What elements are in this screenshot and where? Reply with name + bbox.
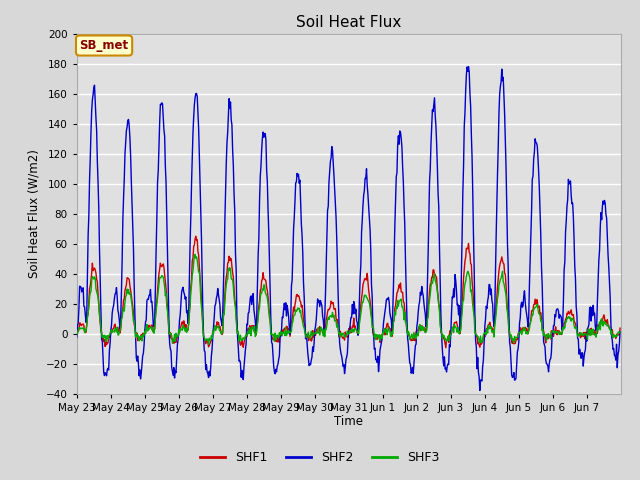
SHF2: [284, 307, 292, 313]
SHF3: [73, 329, 81, 335]
SHF1: [405, 333, 413, 338]
SHF3: [616, 329, 624, 335]
SHF3: [137, 334, 145, 339]
SHF2: [435, 204, 443, 209]
SHF2: [616, 329, 624, 335]
SHF2: [465, 64, 472, 70]
Title: Soil Heat Flux: Soil Heat Flux: [296, 15, 401, 30]
SHF3: [436, 323, 444, 328]
SHF1: [264, 294, 272, 300]
SHF2: [137, 376, 145, 382]
SHF2: [404, 341, 412, 347]
SHF1: [616, 325, 624, 331]
SHF3: [205, 341, 212, 347]
SHF1: [137, 336, 145, 342]
SHF1: [442, 345, 450, 351]
SHF3: [406, 337, 413, 343]
SHF3: [285, 329, 293, 335]
SHF2: [237, 360, 244, 366]
SHF1: [285, 326, 292, 332]
SHF1: [436, 304, 444, 310]
SHF2: [264, 179, 271, 185]
Line: SHF2: SHF2: [77, 67, 620, 390]
SHF1: [237, 342, 245, 348]
SHF2: [73, 334, 81, 340]
Legend: SHF1, SHF2, SHF3: SHF1, SHF2, SHF3: [195, 446, 445, 469]
Y-axis label: Soil Heat Flux (W/m2): Soil Heat Flux (W/m2): [28, 149, 40, 278]
SHF1: [73, 331, 81, 337]
SHF3: [238, 338, 246, 344]
SHF3: [191, 252, 199, 257]
SHF3: [265, 309, 273, 315]
Line: SHF1: SHF1: [77, 236, 620, 348]
SHF1: [192, 233, 200, 239]
SHF2: [476, 387, 484, 393]
Line: SHF3: SHF3: [77, 254, 620, 344]
X-axis label: Time: Time: [334, 415, 364, 429]
Text: SB_met: SB_met: [79, 39, 129, 52]
